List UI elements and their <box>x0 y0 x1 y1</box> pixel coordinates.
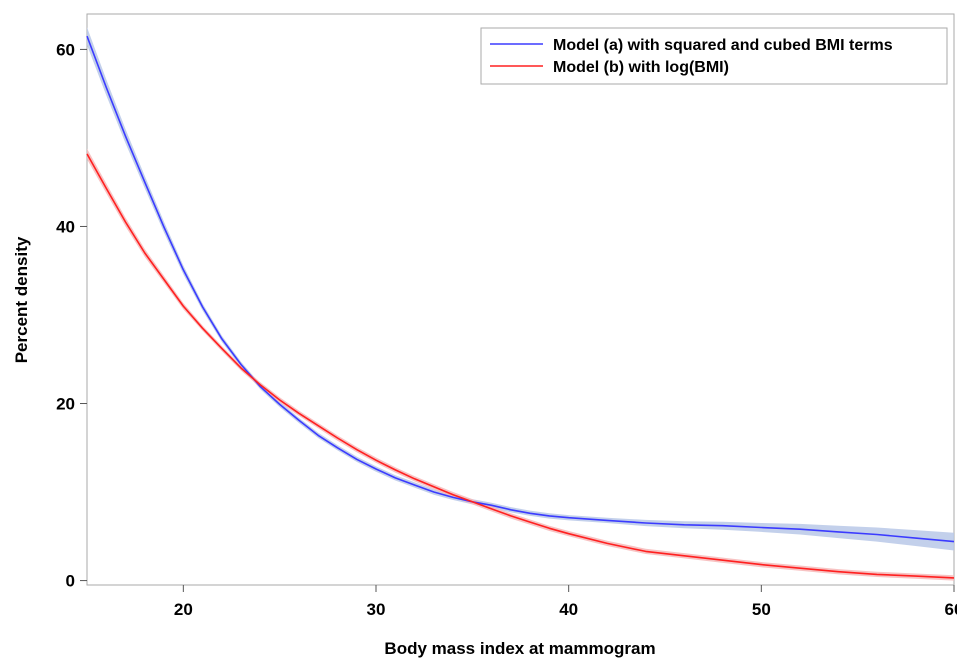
x-tick-label: 30 <box>367 600 386 619</box>
x-tick-label: 50 <box>752 600 771 619</box>
y-tick-label: 60 <box>56 40 75 59</box>
confidence-band-model-b <box>87 148 954 581</box>
y-tick-label: 20 <box>56 395 75 414</box>
series-line-model-a <box>86 35 955 543</box>
confidence-band-model-a <box>87 27 954 551</box>
series-line-model-b <box>86 153 955 579</box>
x-tick-label: 20 <box>174 600 193 619</box>
y-axis: 0 20 40 60 <box>56 40 87 591</box>
x-tick-label: 40 <box>559 600 578 619</box>
confidence-bands <box>87 27 954 581</box>
y-tick-label: 0 <box>66 572 75 591</box>
legend-label-model-b: Model (b) with log(BMI) <box>553 59 729 76</box>
x-axis: 20 30 40 50 60 <box>174 585 957 619</box>
legend-box <box>480 27 948 85</box>
x-tick-label: 60 <box>945 600 957 619</box>
series-lines <box>86 35 955 579</box>
legend-label-model-a: Model (a) with squared and cubed BMI ter… <box>553 37 893 54</box>
y-tick-label: 40 <box>56 217 75 236</box>
y-axis-title: Percent density <box>12 236 31 363</box>
x-axis-title: Body mass index at mammogram <box>384 639 655 658</box>
legend: Model (a) with squared and cubed BMI ter… <box>480 27 948 85</box>
plot-frame <box>86 13 955 586</box>
